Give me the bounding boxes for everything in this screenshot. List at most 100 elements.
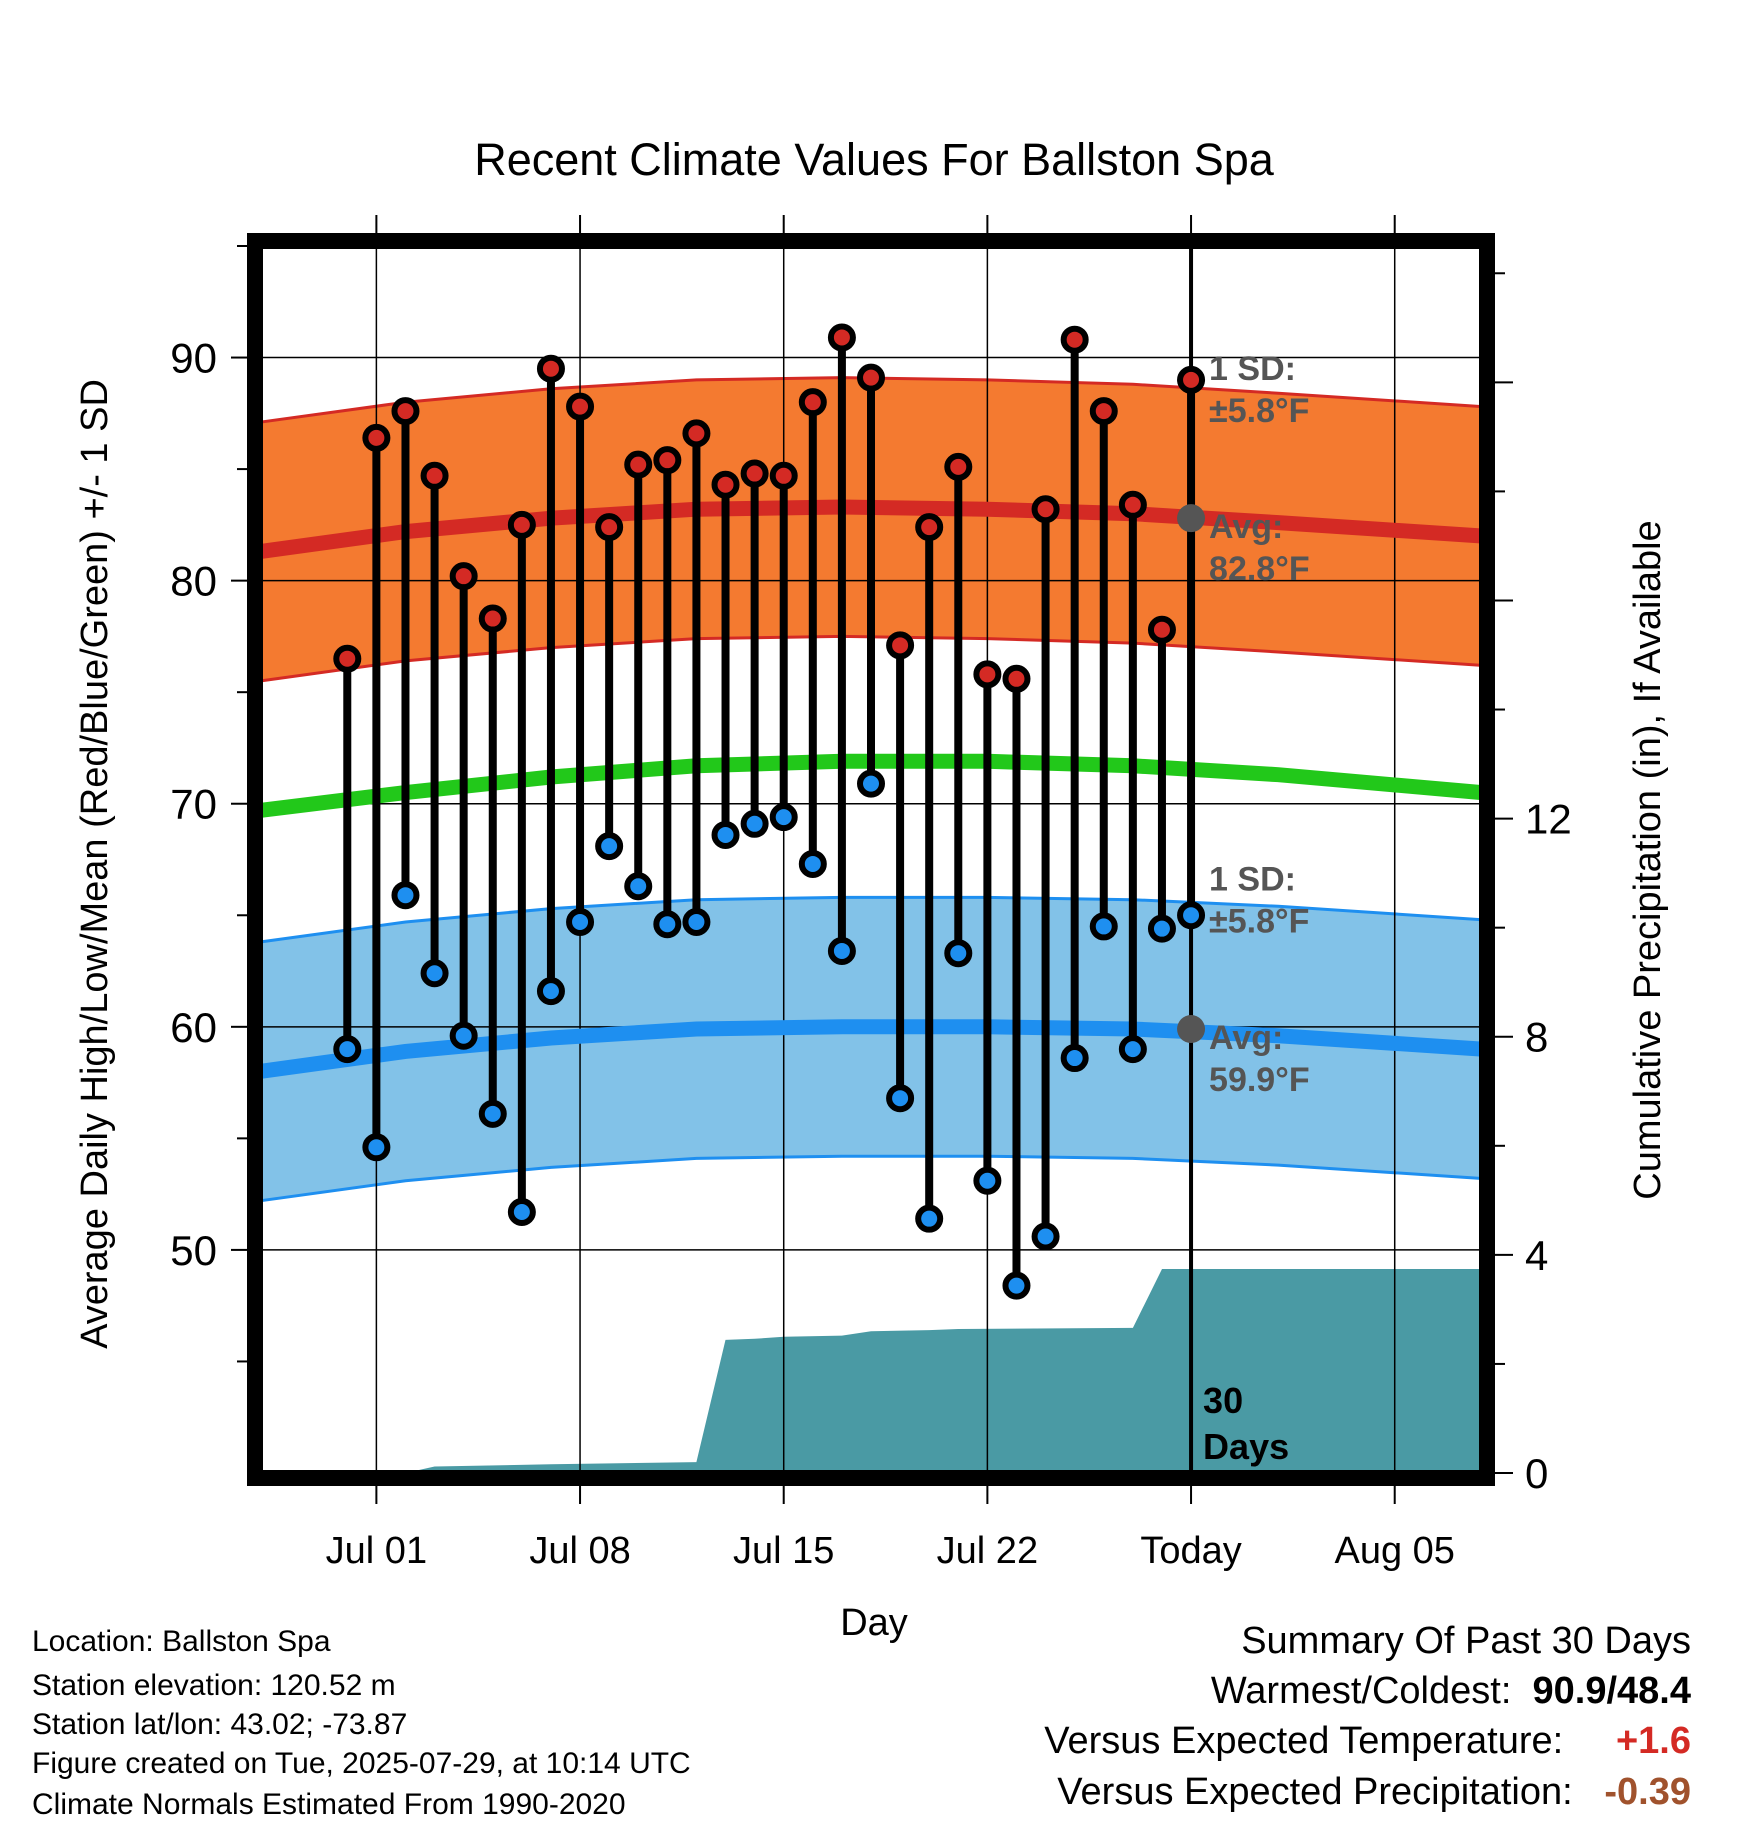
y-tick-label: 70 — [170, 781, 217, 828]
daily-high-point — [915, 513, 944, 542]
daily-high-point — [362, 423, 391, 452]
daily-low-point — [449, 1021, 478, 1050]
x-tick-label: Jul 15 — [733, 1530, 834, 1572]
daily-low-point — [1060, 1044, 1089, 1073]
summary-precip-value: -0.39 — [1604, 1771, 1691, 1813]
daily-high-point — [478, 604, 507, 633]
daily-low-point — [769, 803, 798, 832]
daily-low-point — [333, 1035, 362, 1064]
window-label-unit: Days — [1203, 1426, 1289, 1467]
daily-high-point — [740, 459, 769, 488]
chart-title: Recent Climate Values For Ballston Spa — [474, 134, 1275, 185]
daily-high-point — [420, 461, 449, 490]
summary-precip: Versus Expected Precipitation: -0.39 — [1057, 1771, 1691, 1814]
x-tick-label: Jul 08 — [529, 1530, 630, 1572]
summary-warmest-label: Warmest/Coldest: — [1210, 1670, 1512, 1712]
daily-high-point — [1089, 397, 1118, 426]
daily-high-point — [653, 446, 682, 475]
daily-high-point — [624, 450, 653, 479]
summary-temp: Versus Expected Temperature: +1.6 — [1044, 1720, 1691, 1763]
y-right-tick-label: 4 — [1525, 1232, 1548, 1279]
x-tick-label: Jul 01 — [326, 1530, 427, 1572]
daily-high-point — [1031, 495, 1060, 524]
daily-low-point — [827, 936, 856, 965]
summary-warmest: Warmest/Coldest: 90.9/48.4 — [1211, 1670, 1691, 1713]
daily-high-point — [857, 363, 885, 392]
low-sd-band — [260, 897, 1482, 1201]
low-sd-annotation-line2: ±5.8°F — [1209, 903, 1309, 941]
summary-title: Summary Of Past 30 Days — [1241, 1620, 1691, 1662]
daily-low-point — [595, 832, 624, 861]
daily-high-point — [886, 631, 915, 660]
precip-area — [405, 1269, 1482, 1473]
daily-high-point — [1147, 615, 1176, 644]
plot-frame — [247, 233, 1495, 1486]
today-low-avg-marker — [1177, 1015, 1206, 1044]
daily-low-point — [944, 939, 973, 968]
today-high-avg-marker — [1177, 504, 1206, 533]
daily-high-point — [536, 354, 565, 383]
daily-high-point — [1060, 325, 1089, 354]
x-tick-label: Aug 05 — [1334, 1530, 1454, 1572]
daily-low-point — [798, 849, 827, 878]
x-axis-label: Day — [840, 1602, 908, 1644]
daily-high-point — [595, 513, 624, 542]
high-sd-annotation-line2: ±5.8°F — [1209, 392, 1309, 430]
normal-low-line — [258, 1019, 1483, 1079]
summary-warmest-value: 90.9/48.4 — [1532, 1670, 1691, 1712]
y-right-tick-label: 12 — [1525, 796, 1572, 843]
daily-high-point — [973, 660, 1002, 689]
daily-low-point — [915, 1204, 944, 1233]
daily-high-point — [944, 452, 973, 481]
x-tick-label: Today — [1140, 1530, 1241, 1572]
daily-high-point — [1177, 365, 1206, 394]
daily-low-point — [391, 881, 420, 910]
window-label-number: 30 — [1203, 1380, 1243, 1421]
daily-low-point — [857, 769, 885, 798]
daily-low-point — [420, 959, 449, 988]
daily-low-point — [362, 1133, 391, 1162]
daily-low-point — [653, 910, 682, 939]
summary-precip-label: Versus Expected Precipitation: — [1057, 1771, 1573, 1813]
daily-high-point — [1118, 490, 1147, 519]
high-avg-annotation-line1: Avg: — [1209, 508, 1283, 546]
low-avg-annotation-line2: 59.9°F — [1209, 1061, 1310, 1099]
low-sd-lower-edge — [259, 1154, 1483, 1203]
y-tick-label: 80 — [170, 558, 217, 605]
y-tick-label: 60 — [170, 1004, 217, 1051]
daily-low-point — [711, 820, 740, 849]
high-sd-annotation-line1: 1 SD: — [1209, 350, 1296, 388]
daily-low-point — [478, 1099, 507, 1128]
y-right-tick-label: 8 — [1525, 1014, 1548, 1061]
daily-low-point — [566, 907, 595, 936]
station-elevation: Station elevation: 120.52 m — [32, 1669, 396, 1702]
y-tick-label: 50 — [170, 1227, 217, 1274]
daily-low-point — [536, 977, 565, 1006]
daily-high-point — [391, 397, 420, 426]
low-sd-annotation-line1: 1 SD: — [1209, 861, 1296, 899]
daily-high-point — [333, 644, 362, 673]
high-avg-annotation-line2: 82.8°F — [1209, 550, 1310, 588]
daily-high-point — [827, 323, 856, 352]
daily-low-point — [1089, 912, 1118, 941]
daily-high-point — [798, 388, 827, 417]
summary-temp-value: +1.6 — [1615, 1720, 1691, 1762]
climate-normals-note: Climate Normals Estimated From 1990-2020 — [32, 1788, 626, 1821]
daily-low-point — [740, 809, 769, 838]
daily-low-point — [682, 907, 711, 936]
daily-high-point — [1002, 664, 1031, 693]
station-latlon: Station lat/lon: 43.02; -73.87 — [32, 1708, 408, 1741]
figure-created: Figure created on Tue, 2025-07-29, at 10… — [32, 1747, 691, 1780]
daily-low-point — [507, 1197, 536, 1226]
daily-low-point — [1118, 1035, 1147, 1064]
daily-low-point — [1031, 1222, 1060, 1251]
y-right-tick-label: 0 — [1525, 1450, 1548, 1497]
station-location: Location: Ballston Spa — [32, 1625, 331, 1658]
daily-low-point — [886, 1084, 915, 1113]
daily-high-point — [682, 419, 711, 448]
daily-low-point — [624, 872, 653, 901]
daily-low-point — [1147, 914, 1176, 943]
y-axis-label: Average Daily High/Low/Mean (Red/Blue/Gr… — [74, 379, 116, 1349]
daily-low-point — [1002, 1271, 1031, 1300]
